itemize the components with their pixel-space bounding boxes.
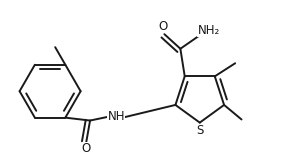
Text: NH₂: NH₂ [197, 24, 220, 37]
Text: O: O [82, 142, 91, 155]
Text: S: S [197, 124, 204, 137]
Text: O: O [158, 20, 168, 33]
Text: NH: NH [107, 110, 125, 123]
